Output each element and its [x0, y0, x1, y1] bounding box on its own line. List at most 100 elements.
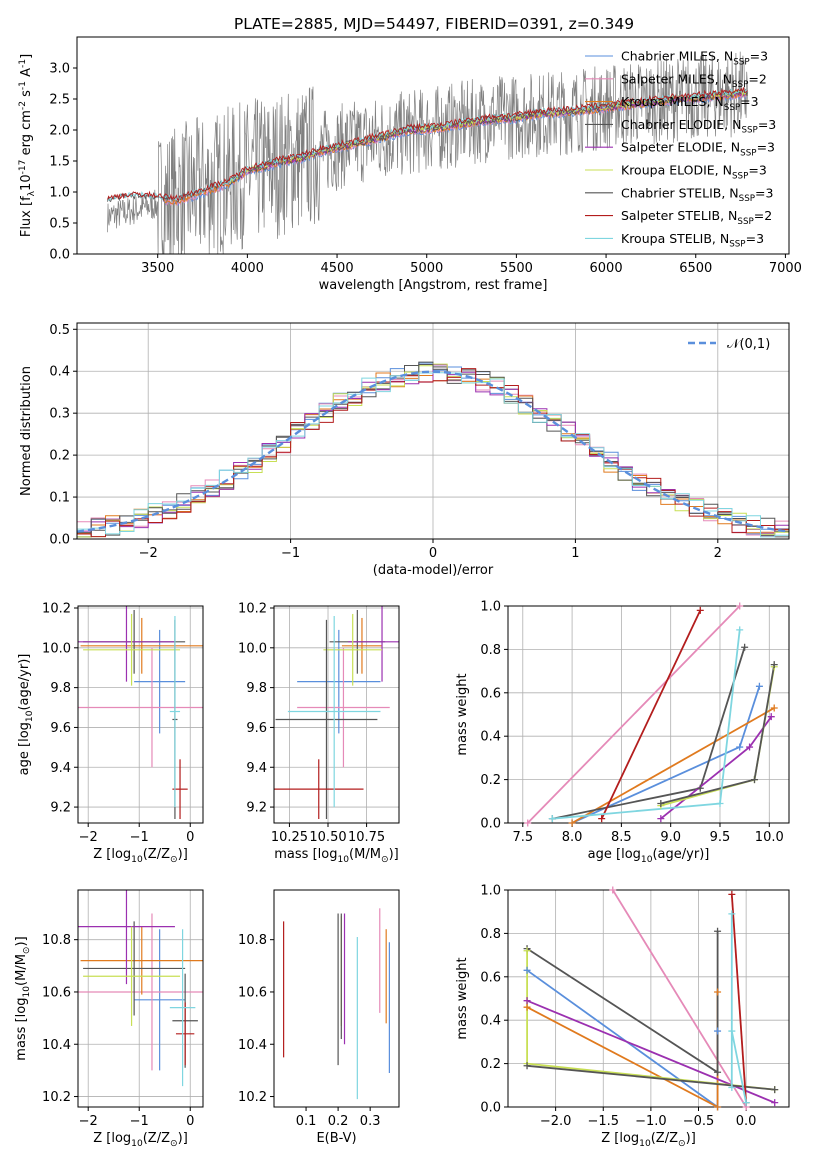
x-tick-label: −2	[79, 1114, 98, 1129]
y-tick-label: 10.6	[238, 985, 267, 1000]
y-tick-label: 9.4	[50, 761, 71, 776]
axes-frame	[507, 889, 790, 1108]
mass-weight-marker	[736, 602, 744, 610]
x-tick-label: −2.0	[540, 1114, 572, 1129]
y-tick-label: 10.0	[238, 641, 267, 656]
y-tick-label: 10.2	[42, 1090, 71, 1105]
x-tick-label: 0.2	[328, 1114, 349, 1129]
mass-weight-marker	[524, 819, 532, 827]
x-tick-label: −1.5	[587, 1114, 619, 1129]
axes-frame	[77, 605, 204, 824]
y-axis-label: Flux [fλ​10-17​ erg cm-2​ s-1​ A-1​]	[18, 54, 37, 237]
mass_weight_vs_age-panel: 7.5 8.0 8.5 9.0 9.5 10.0 0.0 0.2 0.4 0.6 0.8 1.0 age…	[455, 600, 790, 865]
mass-weight-marker	[714, 1068, 722, 1076]
y-tick-label: 0.6	[480, 970, 501, 985]
mass_vs_ebv-panel: 0.1 0.2 0.3 10.2 10.4 10.6 10.8 E(B-V)	[238, 889, 400, 1146]
mass_vs_Z-panel: −2 −1 0 10.2 10.4 10.6 10.8 Z [log10​(Z/Z⊙​)] ma…	[14, 889, 204, 1149]
normal-distribution-curve	[77, 370, 789, 533]
x-tick-label: −2	[139, 546, 158, 561]
x-axis-label: wavelength [Angstrom, rest frame]	[319, 278, 548, 293]
mass-weight-marker	[714, 1027, 722, 1035]
mass-weight-marker	[523, 997, 531, 1005]
x-tick-label: 2	[714, 546, 722, 561]
y-tick-label: 0.8	[480, 927, 501, 942]
mass-weight-marker	[728, 1083, 736, 1091]
y-axis-label: age [log10​(age/yr)]	[17, 654, 35, 776]
y-tick-label: 0.1	[49, 491, 70, 506]
x-tick-label: −2	[79, 830, 98, 845]
x-axis-label: E(B-V)	[316, 1131, 356, 1146]
mass-weight-marker	[598, 815, 606, 823]
y-tick-label: 10.8	[238, 933, 267, 948]
x-tick-label: 10.50	[309, 830, 346, 845]
x-tick-label: 7.5	[512, 830, 533, 845]
x-tick-label: 10.0	[755, 830, 784, 845]
x-tick-label: −1	[130, 830, 149, 845]
x-axis-label: Z [log10​(Z/Z⊙​)]	[601, 1131, 696, 1149]
x-axis-label: Z [log10​(Z/Z⊙​)]	[93, 847, 188, 865]
mass-weight-marker	[696, 606, 704, 614]
mass-weight-line	[600, 609, 702, 820]
y-tick-label: 0.2	[49, 449, 70, 464]
mass-weight-marker	[728, 1027, 736, 1035]
mass-weight-marker	[741, 643, 749, 651]
y-tick-label: 9.4	[246, 761, 267, 776]
mass-weight-marker	[770, 661, 778, 669]
spectrum-panel: 3500 4000 4500 5000 5500 6000 6500 7000 0.0 0.5 1.…	[18, 36, 802, 293]
y-tick-label: 0.8	[480, 643, 501, 658]
mass-weight-line	[527, 1064, 775, 1091]
y-tick-label: 9.2	[50, 801, 71, 816]
mass-weight-marker	[714, 927, 722, 935]
mass-weight-marker	[609, 886, 617, 894]
y-tick-label: 0.3	[49, 407, 70, 422]
mass_weight_vs_Z-panel: −2.0 −1.5 −1.0 −0.5 0.0 0.0 0.2 0.4 0.6 0.8 1.0 Z […	[455, 884, 790, 1149]
x-tick-label: 3500	[141, 261, 174, 276]
x-tick-label: −1.0	[635, 1114, 667, 1129]
y-tick-label: 0.2	[480, 773, 501, 788]
y-tick-label: 10.2	[238, 601, 267, 616]
mass-weight-marker	[755, 682, 763, 690]
y-tick-label: 1.0	[49, 186, 70, 201]
y-axis-label: mass weight	[455, 957, 470, 1039]
y-tick-label: 0.4	[480, 730, 501, 745]
x-tick-label: 9.5	[710, 830, 731, 845]
x-tick-label: 0.1	[296, 1114, 317, 1129]
mass-weight-marker	[523, 1003, 531, 1011]
y-tick-label: 10.4	[238, 1038, 267, 1053]
axes-frame	[77, 889, 204, 1108]
x-tick-label: 0	[186, 830, 194, 845]
x-axis-label: Z [log10​(Z/Z⊙​)]	[93, 1131, 188, 1149]
legend-entry: Kroupa ELODIE, NSSP​=3	[621, 163, 767, 182]
mass-weight-marker	[714, 988, 722, 996]
y-tick-label: 9.8	[50, 681, 71, 696]
mass-weight-line	[612, 890, 747, 1107]
mass-weight-line	[552, 646, 746, 820]
y-tick-label: 0.0	[480, 1101, 501, 1116]
x-tick-label: 0	[186, 1114, 194, 1129]
age_vs_mass-panel: 10.25 10.50 10.75 9.2 9.4 9.6 9.8 10.0 10.2 mass …	[238, 601, 400, 865]
y-tick-label: 10.2	[42, 601, 71, 616]
y-axis-label: mass [log10​(M/M⊙​)]	[14, 936, 32, 1060]
x-tick-label: 6500	[679, 261, 712, 276]
x-axis-label: age [log10​(age/yr)]	[588, 847, 710, 865]
legend-entry: Chabrier STELIB, NSSP​=3	[621, 185, 773, 204]
age_vs_mass-plot-area	[274, 606, 399, 820]
x-tick-label: 0.3	[360, 1114, 381, 1129]
x-axis-label: (data-model)/error	[373, 563, 494, 578]
mass-weight-marker	[771, 1086, 779, 1094]
residuals-plot-area	[77, 361, 789, 538]
mass-weight-marker	[523, 966, 531, 974]
legend-entry: Salpeter STELIB, NSSP​=2	[621, 208, 772, 227]
mass-weight-marker	[746, 743, 754, 751]
mass-weight-line	[527, 606, 741, 823]
mass_vs_Z-plot-area	[78, 890, 203, 1087]
y-tick-label: 10.0	[42, 641, 71, 656]
y-tick-label: 9.6	[50, 721, 71, 736]
x-tick-label: 6000	[590, 261, 623, 276]
x-tick-label: −1	[130, 1114, 149, 1129]
legend-entry: Salpeter ELODIE, NSSP​=3	[621, 140, 775, 159]
y-tick-label: 1.0	[480, 884, 501, 899]
mass-weight-marker	[770, 704, 778, 712]
y-tick-label: 2.0	[49, 124, 70, 139]
mass-weight-marker	[736, 626, 744, 634]
